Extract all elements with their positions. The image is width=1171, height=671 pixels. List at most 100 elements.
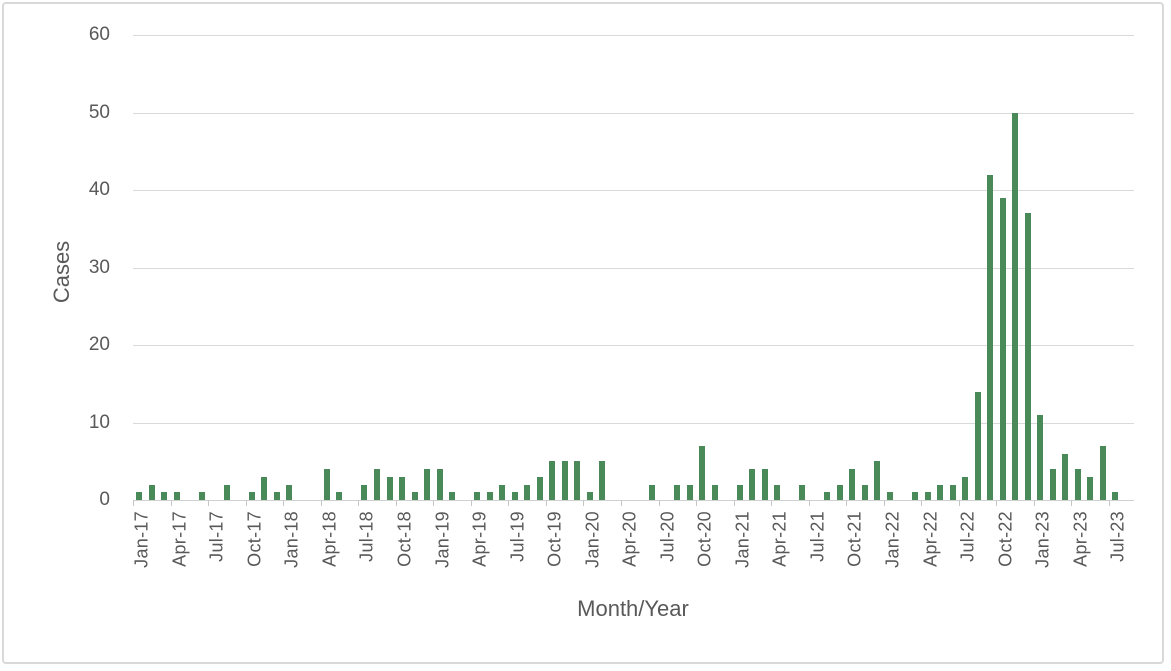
x-tick-label-Jan-18: Jan-18 bbox=[281, 511, 302, 568]
bar-Jan-18 bbox=[286, 484, 293, 500]
x-tick-label-Apr-18: Apr-18 bbox=[319, 511, 340, 567]
gridline-40 bbox=[133, 190, 1134, 191]
gridline-10 bbox=[133, 422, 1134, 424]
x-tick bbox=[1071, 500, 1073, 506]
bar-Feb-21 bbox=[749, 469, 756, 500]
bar-Dec-17 bbox=[273, 492, 280, 500]
bar-Jun-23 bbox=[1099, 445, 1106, 500]
x-tick bbox=[283, 500, 285, 506]
x-tick-label-Jul-21: Jul-21 bbox=[807, 511, 828, 562]
gridline-50 bbox=[133, 112, 1134, 114]
x-tick bbox=[508, 500, 510, 506]
x-tick bbox=[996, 500, 998, 506]
bar-May-18 bbox=[336, 492, 343, 500]
x-tick-label-Jan-20: Jan-20 bbox=[582, 511, 603, 568]
x-tick bbox=[696, 500, 698, 506]
bar-Apr-21 bbox=[774, 484, 781, 500]
bar-Feb-19 bbox=[449, 492, 456, 500]
bar-Jan-19 bbox=[436, 469, 443, 500]
x-tick bbox=[545, 500, 547, 506]
bar-Dec-21 bbox=[874, 461, 881, 500]
bar-Jan-17 bbox=[136, 492, 143, 500]
x-tick-label-Jul-17: Jul-17 bbox=[206, 511, 227, 562]
x-tick bbox=[1108, 500, 1110, 506]
bar-Mar-21 bbox=[761, 469, 768, 500]
bar-May-22 bbox=[937, 484, 944, 500]
bar-Jun-21 bbox=[799, 484, 806, 500]
x-tick-label-Apr-20: Apr-20 bbox=[619, 511, 640, 567]
bar-Jan-20 bbox=[586, 492, 593, 500]
x-tick-label-Oct-20: Oct-20 bbox=[694, 511, 715, 567]
bar-Apr-19 bbox=[474, 492, 481, 500]
gridline-60 bbox=[133, 35, 1134, 36]
bar-Aug-19 bbox=[524, 484, 531, 500]
x-tick-label-Jan-23: Jan-23 bbox=[1032, 511, 1053, 568]
x-tick bbox=[208, 500, 210, 506]
x-tick-label-Jan-21: Jan-21 bbox=[732, 511, 753, 568]
bar-May-23 bbox=[1087, 476, 1094, 500]
x-tick bbox=[470, 500, 472, 506]
x-tick-label-Jan-17: Jan-17 bbox=[131, 511, 152, 568]
bar-May-19 bbox=[486, 492, 493, 500]
x-tick-label-Oct-18: Oct-18 bbox=[394, 511, 415, 567]
bar-Nov-19 bbox=[561, 461, 568, 500]
bar-Sep-21 bbox=[836, 484, 843, 500]
x-tick-label-Apr-23: Apr-23 bbox=[1070, 511, 1091, 567]
bar-Dec-19 bbox=[574, 461, 581, 500]
y-tick-label-50: 50 bbox=[88, 101, 110, 123]
bar-Nov-22 bbox=[1012, 112, 1019, 500]
bar-Apr-22 bbox=[924, 492, 931, 500]
bar-Jul-23 bbox=[1112, 492, 1119, 500]
x-tick bbox=[733, 500, 735, 506]
x-tick-label-Apr-17: Apr-17 bbox=[169, 511, 190, 567]
bar-Aug-21 bbox=[824, 492, 831, 500]
bar-Jun-17 bbox=[198, 492, 205, 500]
y-tick-label-20: 20 bbox=[88, 334, 110, 355]
bar-Oct-22 bbox=[999, 197, 1006, 500]
x-tick-label-Jul-19: Jul-19 bbox=[507, 511, 528, 562]
bar-Oct-21 bbox=[849, 469, 856, 500]
bar-Dec-22 bbox=[1024, 213, 1031, 500]
x-tick bbox=[358, 500, 360, 506]
bar-Feb-17 bbox=[148, 484, 155, 500]
bar-Jul-22 bbox=[962, 476, 969, 500]
bar-Sep-18 bbox=[386, 476, 393, 500]
y-tick-label-0: 0 bbox=[99, 489, 110, 510]
x-tick bbox=[958, 500, 960, 506]
bar-Sep-22 bbox=[987, 174, 994, 500]
bar-Aug-22 bbox=[974, 391, 981, 500]
bar-Jul-19 bbox=[511, 492, 518, 500]
bar-Oct-17 bbox=[248, 492, 255, 500]
x-tick-label-Jul-23: Jul-23 bbox=[1107, 511, 1128, 562]
x-tick-label-Apr-21: Apr-21 bbox=[769, 511, 790, 567]
x-tick bbox=[883, 500, 885, 506]
bar-Dec-18 bbox=[424, 469, 431, 500]
bar-Feb-20 bbox=[599, 461, 606, 500]
x-tick bbox=[808, 500, 810, 506]
bar-Jun-22 bbox=[949, 484, 956, 500]
gridline-20 bbox=[133, 345, 1134, 346]
x-tick bbox=[583, 500, 585, 506]
bar-Jan-21 bbox=[736, 484, 743, 500]
bar-Aug-20 bbox=[674, 484, 681, 500]
x-tick bbox=[658, 500, 660, 506]
x-tick-label-Oct-17: Oct-17 bbox=[244, 511, 265, 567]
x-axis-line bbox=[133, 500, 1134, 501]
bar-Mar-22 bbox=[912, 492, 919, 500]
x-tick bbox=[395, 500, 397, 506]
x-tick bbox=[320, 500, 322, 506]
x-tick-label-Jan-22: Jan-22 bbox=[882, 511, 903, 568]
bar-Nov-17 bbox=[261, 476, 268, 500]
x-tick-label-Apr-22: Apr-22 bbox=[920, 511, 941, 567]
bar-Apr-23 bbox=[1074, 469, 1081, 500]
bar-Oct-18 bbox=[399, 476, 406, 500]
x-axis-title: Month/Year bbox=[577, 596, 689, 621]
bar-Mar-23 bbox=[1062, 453, 1069, 500]
x-tick-label-Jul-22: Jul-22 bbox=[957, 511, 978, 562]
bar-Jan-23 bbox=[1037, 414, 1044, 500]
x-tick bbox=[921, 500, 923, 506]
bar-Nov-18 bbox=[411, 492, 418, 500]
x-tick-label-Jul-20: Jul-20 bbox=[657, 511, 678, 562]
x-tick-label-Apr-19: Apr-19 bbox=[469, 511, 490, 567]
